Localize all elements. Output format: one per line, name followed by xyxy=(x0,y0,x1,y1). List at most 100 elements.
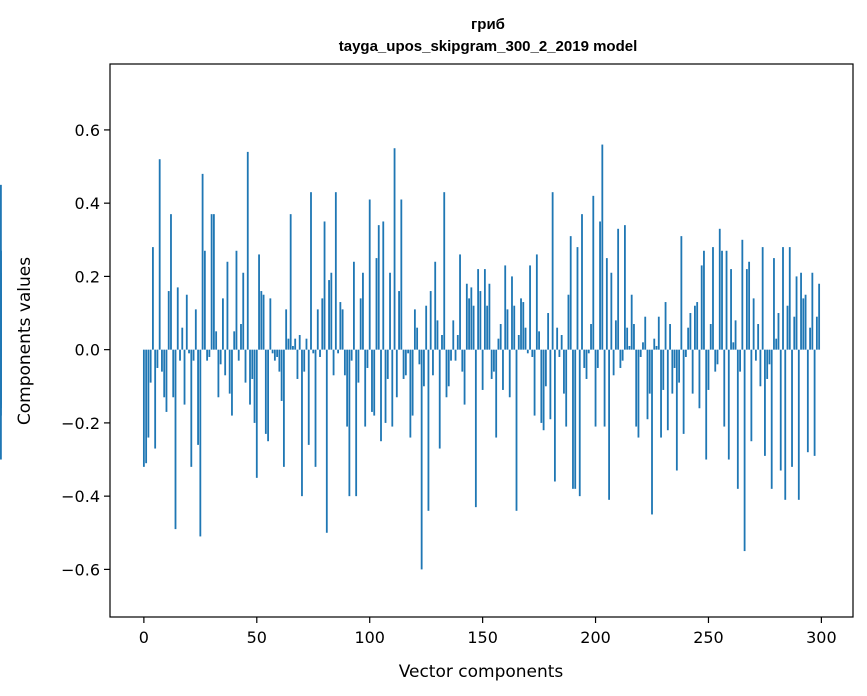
y-axis-ticks: −0.6 −0.4 −0.2 0.0 0.2 0.4 0.6 xyxy=(61,121,110,579)
bar xyxy=(813,349,816,456)
bar xyxy=(149,349,152,383)
bar xyxy=(269,298,272,350)
bar xyxy=(694,305,696,350)
bar xyxy=(197,349,199,445)
x-axis-label: Vector components xyxy=(399,662,564,682)
bar xyxy=(700,265,703,350)
bar xyxy=(413,309,416,350)
bar xyxy=(145,349,148,464)
bar xyxy=(452,320,455,350)
bar xyxy=(375,258,378,350)
bar xyxy=(815,316,818,350)
bar xyxy=(531,349,534,357)
bar xyxy=(323,221,326,350)
bar xyxy=(366,349,369,368)
bar xyxy=(479,291,482,350)
bar xyxy=(179,349,181,361)
bar xyxy=(441,335,443,350)
bar xyxy=(156,349,159,368)
bar xyxy=(497,338,500,350)
bar xyxy=(262,294,265,350)
bar xyxy=(411,349,414,416)
bar xyxy=(330,272,333,350)
bar xyxy=(802,298,805,350)
bar-series xyxy=(0,144,821,570)
bar xyxy=(594,349,597,427)
bar xyxy=(264,349,267,434)
bar xyxy=(723,349,726,427)
bar xyxy=(558,349,561,357)
bar xyxy=(174,349,177,530)
bar xyxy=(226,261,229,350)
x-tick-label: 200 xyxy=(580,628,611,647)
bar xyxy=(465,283,468,350)
bar xyxy=(610,272,613,350)
bar xyxy=(490,349,493,379)
bar xyxy=(321,298,324,350)
bar xyxy=(734,320,737,350)
x-axis-ticks: 0 50 100 150 200 250 300 xyxy=(139,617,837,647)
bar xyxy=(682,349,685,434)
bar xyxy=(282,349,285,467)
bar xyxy=(402,349,405,379)
bar xyxy=(292,345,294,350)
bar xyxy=(142,349,145,467)
bar xyxy=(357,349,360,383)
bar xyxy=(635,349,638,427)
bar xyxy=(782,247,784,350)
bar xyxy=(626,327,629,350)
bar xyxy=(249,349,251,405)
bar xyxy=(240,324,242,350)
bar xyxy=(809,327,811,350)
bar xyxy=(673,349,676,368)
bar xyxy=(398,291,400,350)
bar xyxy=(235,250,238,350)
bar xyxy=(614,320,617,350)
bar xyxy=(147,349,150,438)
bar xyxy=(447,349,450,387)
bar xyxy=(334,192,337,350)
bar xyxy=(183,349,186,405)
bar xyxy=(601,144,604,350)
bar xyxy=(316,309,319,350)
bar xyxy=(520,298,522,350)
bar xyxy=(511,276,513,350)
bar xyxy=(642,342,644,350)
bar xyxy=(680,236,683,350)
bar xyxy=(818,283,821,350)
x-tick-label: 50 xyxy=(247,628,267,647)
bar xyxy=(795,276,798,350)
bar xyxy=(386,349,389,379)
bar xyxy=(770,349,773,489)
bar xyxy=(684,349,687,357)
bar xyxy=(328,280,330,350)
bar xyxy=(325,349,328,533)
bar xyxy=(246,151,249,350)
bar xyxy=(278,349,281,372)
bar xyxy=(219,349,222,365)
bar xyxy=(481,349,484,390)
bar xyxy=(757,324,760,350)
bar xyxy=(450,349,452,361)
bar xyxy=(716,349,719,365)
bar xyxy=(754,349,757,361)
bar xyxy=(567,294,570,350)
bar xyxy=(764,349,766,456)
bar xyxy=(233,331,236,350)
x-tick-label: 150 xyxy=(467,628,498,647)
bar xyxy=(280,349,283,401)
bar xyxy=(581,214,583,350)
bar xyxy=(307,349,310,445)
bar xyxy=(337,349,339,354)
bar xyxy=(718,228,721,350)
bar xyxy=(529,265,531,350)
chart-subtitle: tayga_upos_skipgram_300_2_2019 model xyxy=(339,38,638,55)
bar xyxy=(553,349,556,482)
bar xyxy=(608,349,610,500)
bar xyxy=(612,349,615,376)
bar xyxy=(617,228,620,350)
bar xyxy=(565,349,568,427)
bar xyxy=(732,342,735,350)
bar xyxy=(407,349,410,354)
